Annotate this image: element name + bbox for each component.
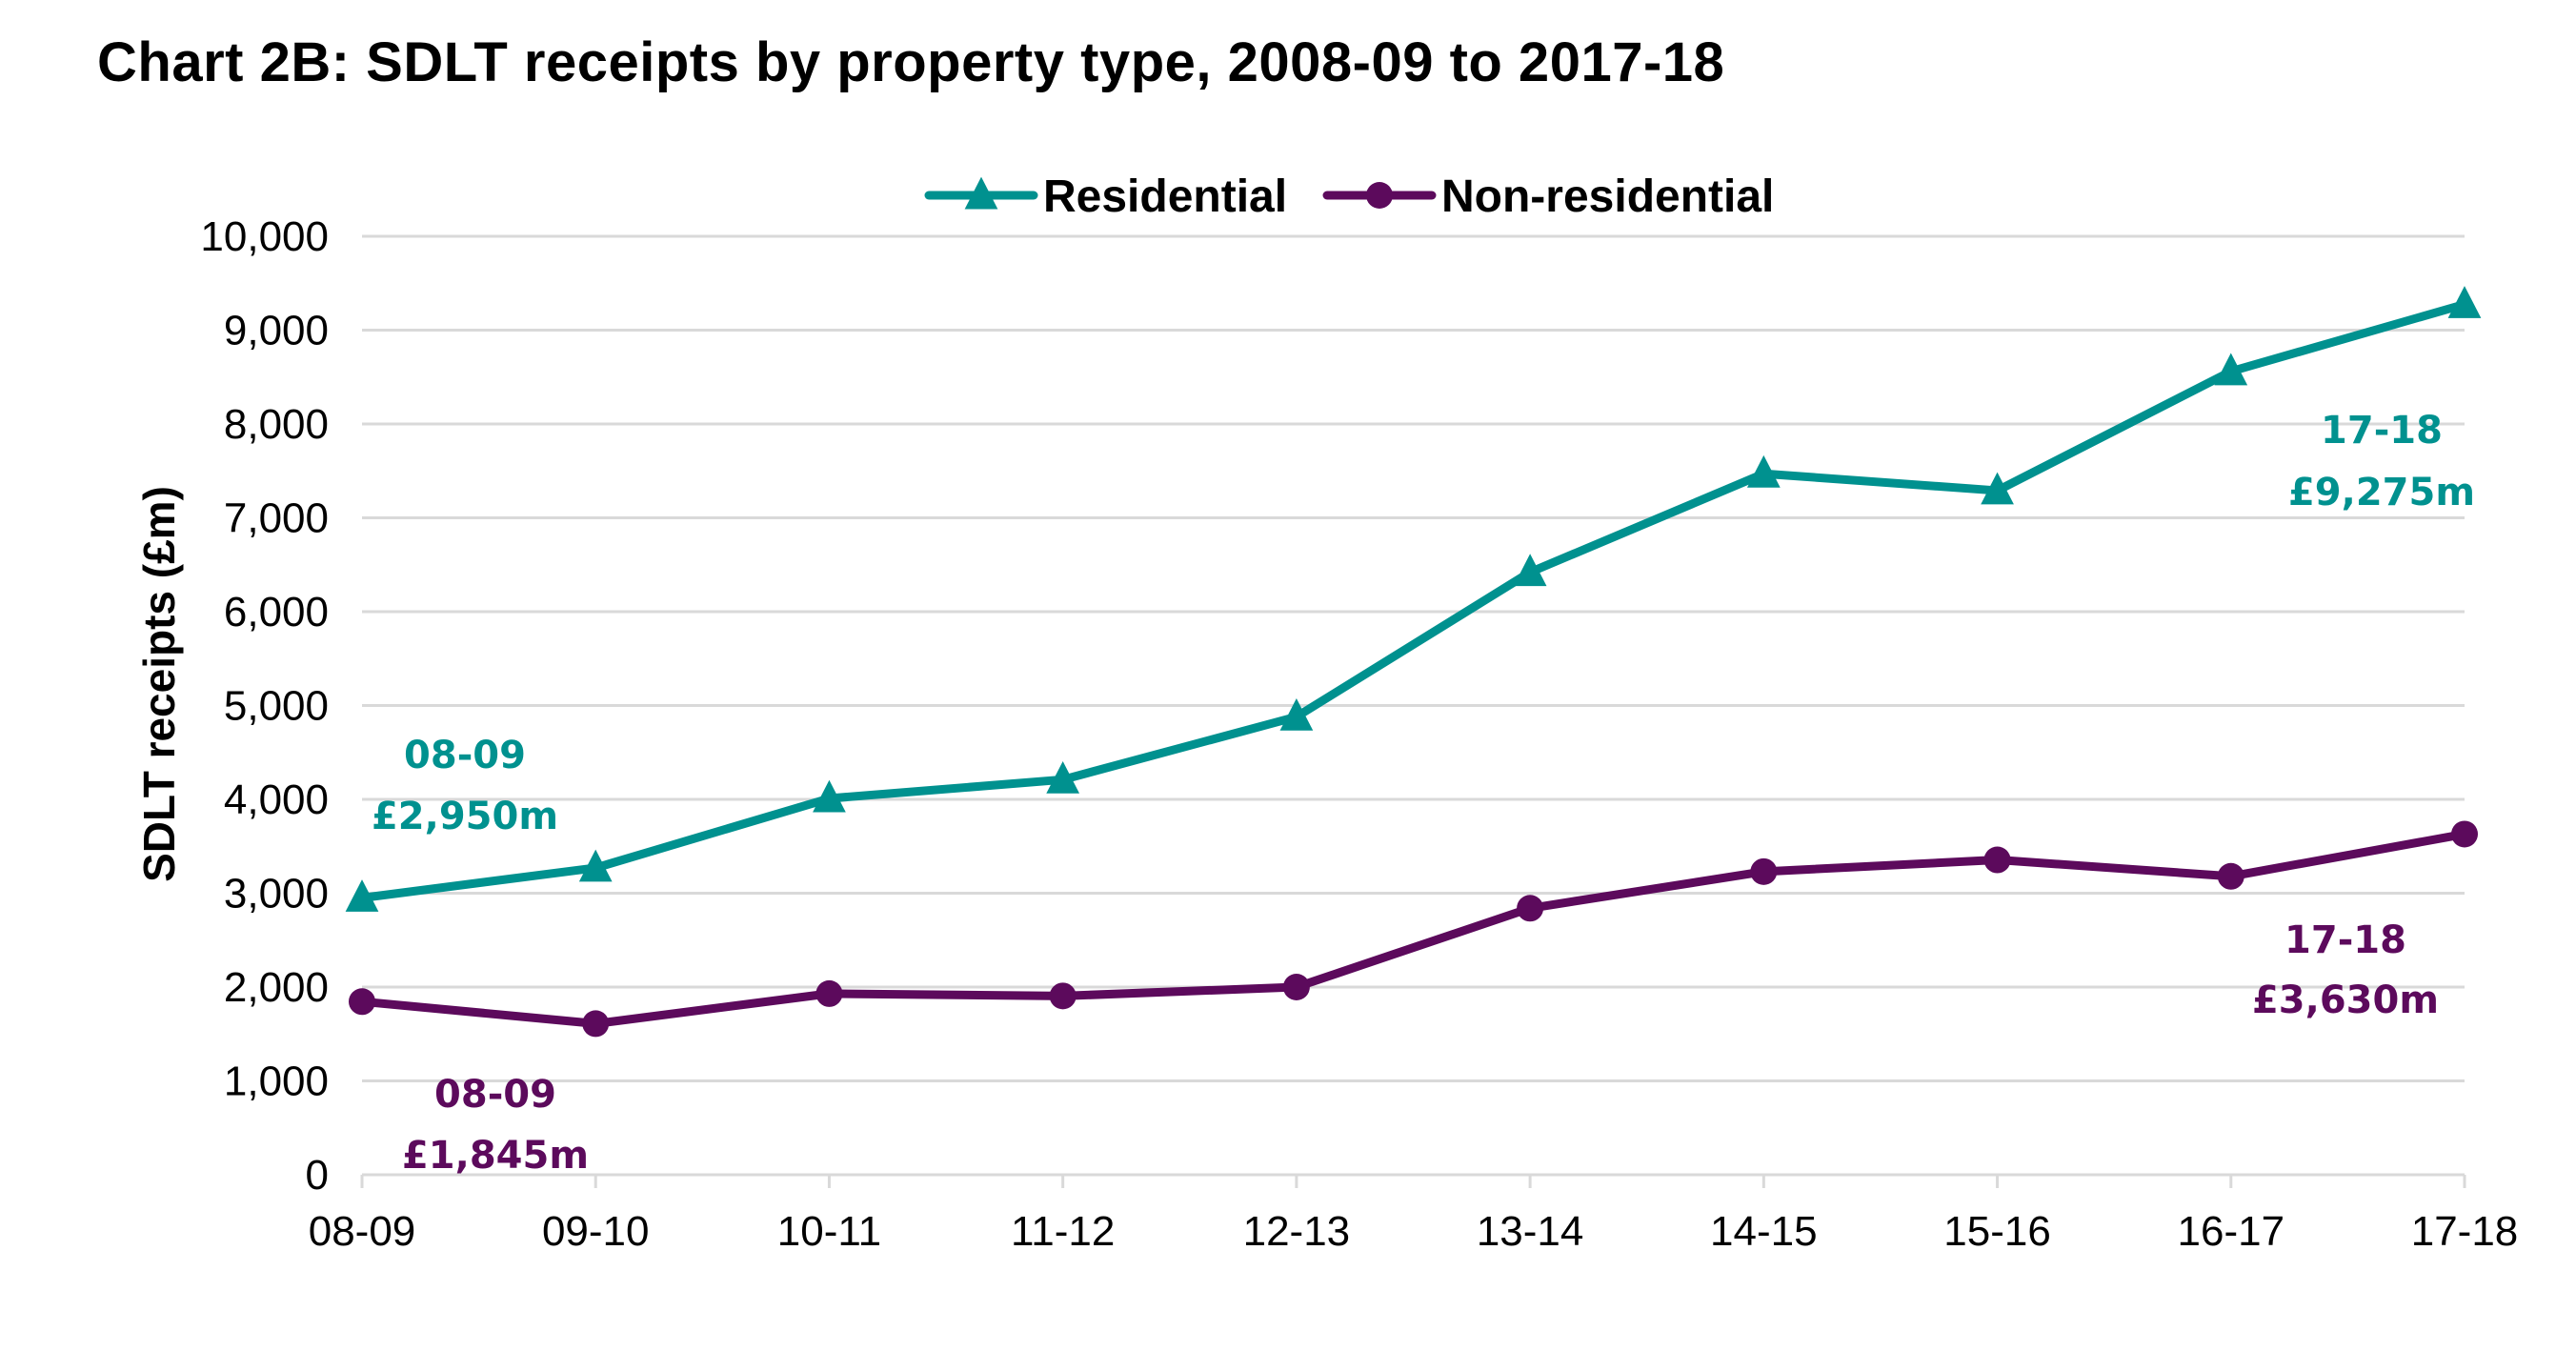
triangle-marker: [2447, 286, 2482, 318]
triangle-marker: [2214, 353, 2248, 386]
x-tick-label: 17-18: [2411, 1208, 2519, 1255]
x-tick-label: 10-11: [777, 1208, 881, 1255]
x-tick-label: 14-15: [1710, 1208, 1818, 1255]
y-tick-label: 5,000: [224, 683, 329, 730]
y-axis-label: SDLT receipts (£m): [134, 486, 184, 882]
circle-marker: [582, 1010, 610, 1038]
legend: Residential Non-residential: [924, 171, 1774, 222]
y-tick-label: 10,000: [200, 213, 329, 260]
triangle-marker: [813, 779, 846, 813]
y-tick-label: 0: [306, 1152, 329, 1199]
circle-marker: [2217, 862, 2244, 890]
annotation-value: £3,630m: [2252, 978, 2439, 1022]
data-annotation: 08-09 £2,950m: [372, 734, 558, 838]
circle-marker: [1983, 846, 2011, 874]
annotation-value: £1,845m: [402, 1134, 589, 1178]
data-annotation: 17-18 £9,275m: [2288, 409, 2475, 514]
annotation-value: £2,950m: [372, 795, 558, 838]
triangle-marker: [1046, 760, 1080, 794]
circle-marker: [1517, 895, 1544, 922]
x-tick-label: 13-14: [1477, 1208, 1584, 1255]
legend-item-residential: Residential: [924, 171, 1287, 222]
y-axis-ticks: 0 1,000 2,000 3,000 4,000 5,000 6,000 7,000 8,00…: [200, 213, 329, 1199]
series-line: [357, 299, 2469, 902]
triangle-marker: [1981, 472, 2014, 505]
circle-marker: [815, 979, 843, 1007]
series-residential: [345, 286, 2482, 912]
circle-marker: [349, 988, 375, 1016]
y-tick-label: 9,000: [224, 308, 329, 354]
y-tick-label: 3,000: [224, 871, 329, 917]
legend-item-non-residential: Non-residential: [1322, 171, 1774, 222]
legend-label: Residential: [1043, 171, 1287, 222]
triangle-marker: [1746, 454, 1781, 488]
circle-marker: [2451, 820, 2478, 848]
x-tick-label: 11-12: [1011, 1208, 1115, 1255]
circle-marker: [1049, 982, 1077, 1010]
circle-marker: [1750, 857, 1778, 885]
y-tick-label: 7,000: [224, 495, 329, 542]
triangle-marker: [964, 176, 998, 210]
annotation-period: 17-18: [2284, 918, 2406, 962]
series-line: [357, 829, 2469, 1028]
x-tick-label: 16-17: [2178, 1208, 2285, 1255]
annotation-period: 08-09: [434, 1073, 556, 1117]
triangle-marker: [1513, 554, 1547, 587]
annotation-period: 17-18: [2321, 409, 2443, 453]
circle-marker: [1282, 974, 1310, 1000]
triangle-marker: [578, 849, 613, 882]
annotations: 08-09 £2,950m 17-18 £9,275m 08-09 £1,845m 17-1…: [372, 409, 2475, 1178]
chart-title: Chart 2B: SDLT receipts by property type…: [97, 31, 1725, 93]
y-tick-label: 1,000: [224, 1059, 329, 1105]
y-tick-label: 4,000: [224, 776, 329, 823]
series-layer: [345, 286, 2482, 1038]
legend-label: Non-residential: [1441, 171, 1774, 222]
data-annotation: 17-18 £3,630m: [2252, 918, 2439, 1022]
circle-marker: [1366, 182, 1393, 209]
y-tick-label: 8,000: [224, 401, 329, 448]
gridlines: [362, 234, 2465, 1082]
x-tick-label: 09-10: [542, 1208, 650, 1255]
triangle-marker: [345, 879, 379, 912]
x-tick-label: 08-09: [309, 1208, 416, 1255]
annotation-value: £9,275m: [2288, 471, 2475, 514]
y-tick-label: 2,000: [224, 964, 329, 1011]
annotation-period: 08-09: [404, 734, 526, 777]
triangle-marker: [1279, 698, 1314, 731]
x-tick-label: 12-13: [1243, 1208, 1351, 1255]
y-tick-label: 6,000: [224, 589, 329, 635]
data-annotation: 08-09 £1,845m: [402, 1073, 589, 1178]
x-axis: 08-09 09-10 10-11 11-12 12-13 13-14 14-15 15-16…: [309, 1173, 2519, 1255]
x-tick-label: 15-16: [1943, 1208, 2051, 1255]
series-non-residential: [349, 820, 2478, 1038]
